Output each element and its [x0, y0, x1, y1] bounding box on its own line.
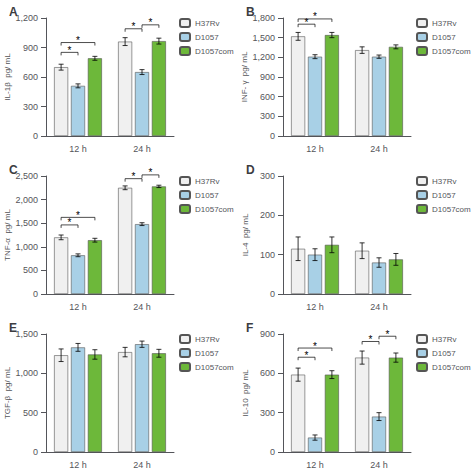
svg-text:*: *: [385, 329, 389, 340]
svg-text:D1057: D1057: [195, 33, 219, 42]
svg-text:24 h: 24 h: [370, 460, 388, 470]
svg-text:D1057com: D1057com: [432, 363, 471, 372]
svg-text:24 h: 24 h: [370, 302, 388, 312]
svg-text:D: D: [246, 163, 255, 177]
svg-text:*: *: [313, 11, 317, 22]
svg-text:900: 900: [23, 43, 38, 53]
svg-text:24 h: 24 h: [133, 144, 151, 154]
svg-text:D1057: D1057: [195, 349, 219, 358]
svg-text:D1057com: D1057com: [432, 47, 471, 56]
svg-text:H37Rv: H37Rv: [195, 19, 219, 28]
svg-text:0: 0: [33, 131, 38, 141]
svg-text:D1057: D1057: [195, 191, 219, 200]
svg-text:600: 600: [260, 368, 275, 378]
svg-text:300: 300: [23, 102, 38, 112]
svg-text:*: *: [68, 217, 72, 228]
svg-text:12 h: 12 h: [69, 460, 87, 470]
svg-text:D1057com: D1057com: [432, 205, 471, 214]
svg-text:200: 200: [260, 210, 275, 220]
svg-text:D1057com: D1057com: [195, 47, 234, 56]
svg-text:1,000: 1,000: [15, 242, 38, 252]
svg-text:*: *: [313, 341, 317, 352]
svg-text:H37Rv: H37Rv: [195, 335, 219, 344]
svg-text:0: 0: [270, 447, 275, 457]
svg-text:900: 900: [260, 72, 275, 82]
svg-text:*: *: [132, 171, 136, 182]
svg-text:TNF-α pg/ mL: TNF-α pg/ mL: [3, 209, 12, 261]
svg-text:12 h: 12 h: [306, 302, 324, 312]
svg-text:D1057: D1057: [432, 191, 456, 200]
svg-text:24 h: 24 h: [133, 460, 151, 470]
svg-text:300: 300: [260, 111, 275, 121]
svg-text:300: 300: [260, 171, 275, 181]
svg-text:B: B: [246, 5, 255, 19]
svg-text:*: *: [148, 17, 152, 28]
svg-text:IL-1β pg/ mL: IL-1β pg/ mL: [3, 53, 12, 101]
svg-text:24 h: 24 h: [133, 302, 151, 312]
svg-text:H37Rv: H37Rv: [195, 177, 219, 186]
svg-text:1,500: 1,500: [15, 329, 38, 339]
svg-text:TGF-β pg/ mL: TGF-β pg/ mL: [3, 366, 12, 419]
svg-text:12 h: 12 h: [306, 460, 324, 470]
svg-text:0: 0: [33, 289, 38, 299]
svg-text:0: 0: [270, 131, 275, 141]
svg-text:*: *: [132, 21, 136, 32]
svg-text:H37Rv: H37Rv: [432, 177, 456, 186]
svg-text:*: *: [305, 17, 309, 28]
svg-text:E: E: [9, 321, 17, 335]
svg-text:24 h: 24 h: [370, 144, 388, 154]
svg-text:500: 500: [23, 408, 38, 418]
svg-text:2,000: 2,000: [15, 195, 38, 205]
svg-text:D1057com: D1057com: [195, 205, 234, 214]
svg-text:D1057: D1057: [432, 349, 456, 358]
svg-text:12 h: 12 h: [69, 144, 87, 154]
svg-text:12 h: 12 h: [306, 144, 324, 154]
svg-text:*: *: [68, 45, 72, 56]
svg-text:500: 500: [23, 265, 38, 275]
svg-text:D1057: D1057: [432, 33, 456, 42]
svg-text:A: A: [9, 5, 18, 19]
svg-text:H37Rv: H37Rv: [432, 19, 456, 28]
svg-text:300: 300: [260, 408, 275, 418]
svg-text:100: 100: [260, 250, 275, 260]
svg-text:D1057com: D1057com: [195, 363, 234, 372]
svg-text:12 h: 12 h: [69, 302, 87, 312]
svg-text:*: *: [76, 35, 80, 46]
svg-text:600: 600: [260, 92, 275, 102]
svg-text:IL-4 pg/ mL: IL-4 pg/ mL: [241, 213, 250, 256]
svg-text:900: 900: [260, 329, 275, 339]
svg-text:IL-10 pg/ mL: IL-10 pg/ mL: [241, 369, 250, 417]
svg-text:INF- γ pg/ mL: INF- γ pg/ mL: [240, 51, 249, 102]
svg-text:1,800: 1,800: [252, 13, 275, 23]
svg-text:C: C: [9, 163, 18, 177]
svg-text:*: *: [369, 334, 373, 345]
svg-text:1,200: 1,200: [252, 52, 275, 62]
svg-text:1,200: 1,200: [15, 13, 38, 23]
svg-text:F: F: [246, 321, 253, 335]
svg-text:600: 600: [23, 72, 38, 82]
svg-text:2,500: 2,500: [15, 171, 38, 181]
svg-text:0: 0: [270, 289, 275, 299]
svg-text:*: *: [148, 167, 152, 178]
svg-text:1,500: 1,500: [252, 33, 275, 43]
svg-text:*: *: [305, 350, 309, 361]
svg-text:0: 0: [33, 447, 38, 457]
svg-text:1,000: 1,000: [15, 368, 38, 378]
svg-text:1,500: 1,500: [15, 218, 38, 228]
svg-text:*: *: [76, 210, 80, 221]
svg-text:H37Rv: H37Rv: [432, 335, 456, 344]
